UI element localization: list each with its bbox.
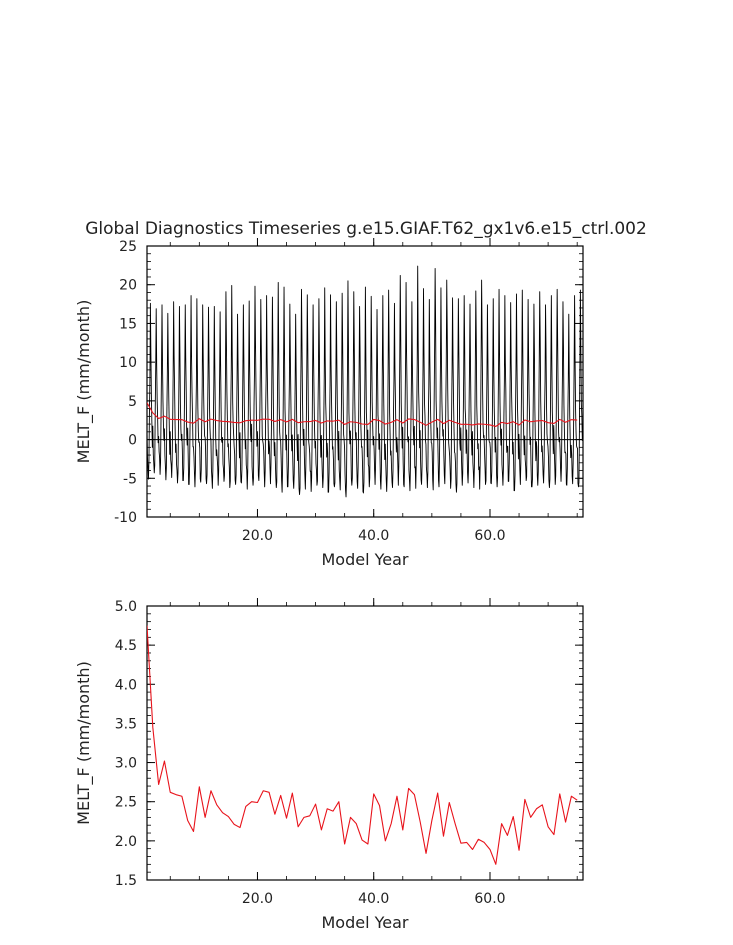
x-tick-label: 40.0 (358, 528, 389, 544)
y-tick-label: 10 (119, 355, 137, 371)
y-tick-label: 0 (128, 433, 137, 449)
series-line-1 (147, 402, 578, 427)
x-tick-label: 60.0 (474, 891, 505, 907)
x-tick-label: 20.0 (242, 528, 273, 544)
y-tick-label: 4.5 (115, 638, 137, 654)
x-tick-label: 60.0 (474, 528, 505, 544)
x-axis-label: Model Year (322, 913, 409, 932)
series-line-0 (147, 625, 578, 865)
y-tick-label: -10 (114, 510, 137, 526)
y-tick-label: 2.0 (115, 834, 137, 850)
series-line-0 (147, 265, 583, 498)
plot-frame (146, 245, 584, 518)
y-tick-label: 5.0 (115, 599, 137, 615)
x-tick-label: 40.0 (358, 891, 389, 907)
y-tick-label: 4.0 (115, 677, 137, 693)
chart-panel-bottom: 1.5 2.0 2.5 3.0 3.5 4.0 4.5 5.0 20.0 40.0 60.0 Mode… (74, 598, 584, 932)
plot-frame (146, 605, 584, 881)
y-tick-label: 3.0 (115, 756, 137, 772)
y-tick-label: 2.5 (115, 795, 137, 811)
y-tick-label: 5 (128, 394, 137, 410)
plot-area (147, 265, 583, 498)
plot-area (147, 625, 578, 865)
x-tick-label: 20.0 (242, 891, 273, 907)
y-tick-label: 15 (119, 316, 137, 332)
y-tick-label: -5 (123, 471, 137, 487)
y-tick-label: 3.5 (115, 716, 137, 732)
y-axis-label: MELT_F (mm/month) (74, 300, 94, 464)
chart-title: Global Diagnostics Timeseries g.e15.GIAF… (85, 219, 647, 239)
chart-panel-top: -10 -5 0 5 10 15 20 25 20.0 40.0 60.0 Model Year MEL… (74, 238, 584, 569)
x-axis-label: Model Year (322, 550, 409, 569)
y-tick-label: 1.5 (115, 873, 137, 889)
y-tick-label: 20 (119, 278, 137, 294)
y-axis-label: MELT_F (mm/month) (74, 661, 94, 825)
y-tick-label: 25 (119, 239, 137, 255)
